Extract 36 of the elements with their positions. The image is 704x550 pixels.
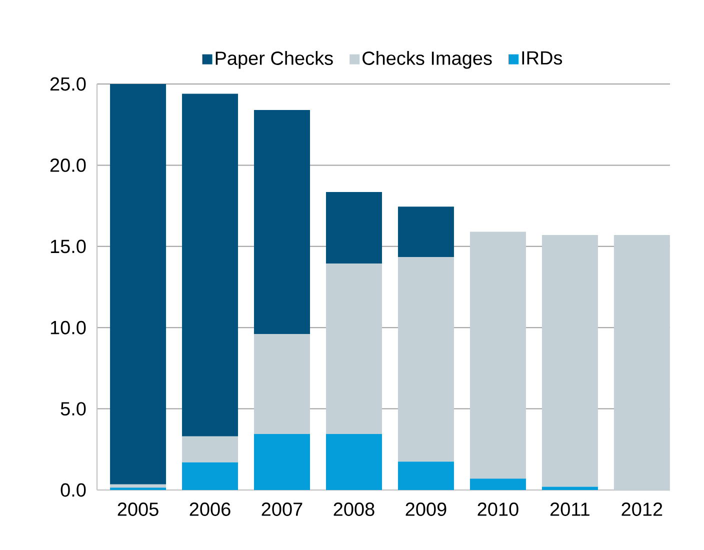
x-tick-label: 2010 (478, 502, 518, 516)
bar (470, 232, 526, 479)
x-tick-label: 2007 (262, 502, 302, 516)
x-tick-label: 2009 (406, 502, 446, 516)
x-tick-label: 2005 (118, 502, 158, 516)
x-tick-label: 2011 (550, 502, 590, 516)
bar (182, 94, 238, 436)
legend-label: IRDs (522, 51, 562, 65)
x-tick-label: 2008 (334, 502, 374, 516)
bar (542, 235, 598, 487)
bar (182, 462, 238, 490)
bar (110, 484, 166, 488)
bar (470, 478, 526, 490)
y-tick-label: 0.0 (60, 483, 86, 497)
y-tick-label: 25.0 (50, 77, 86, 91)
bar (182, 436, 238, 462)
legend-label: Paper Checks (216, 51, 333, 69)
x-tick-label: 2012 (622, 502, 662, 516)
bar (542, 486, 598, 490)
y-tick-label: 20.0 (50, 158, 86, 172)
bar (614, 235, 670, 490)
bar (254, 434, 310, 490)
y-tick-label: 15.0 (50, 240, 86, 254)
bar (326, 192, 382, 264)
y-tick-label: 10.0 (50, 320, 86, 334)
bar (254, 110, 310, 334)
x-tick-label: 2006 (190, 502, 230, 516)
bar (326, 434, 382, 490)
bar (398, 462, 454, 490)
bar (110, 84, 166, 484)
bar (254, 334, 310, 434)
legend-label: Checks Images (362, 51, 492, 69)
y-tick-label: 5.0 (60, 402, 86, 416)
bar (398, 206, 454, 257)
bar (326, 263, 382, 434)
bar (398, 256, 454, 462)
